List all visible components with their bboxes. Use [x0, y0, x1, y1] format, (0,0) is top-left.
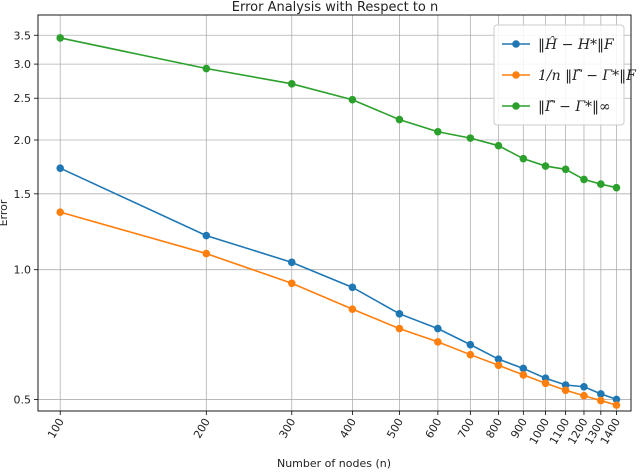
- series-line: [59, 211, 617, 406]
- series-layer: [56, 34, 621, 409]
- data-point: [287, 80, 296, 88]
- data-point: [541, 379, 550, 388]
- data-point: [494, 355, 503, 363]
- y-tick-label: 1.5: [14, 188, 32, 201]
- data-point: [395, 115, 404, 124]
- data-point: [56, 34, 65, 42]
- x-tick-label: 600: [423, 416, 445, 441]
- data-point: [541, 162, 550, 170]
- data-point: [580, 382, 588, 391]
- data-point: [56, 208, 65, 216]
- data-point: [612, 401, 621, 409]
- series-line: [59, 167, 617, 401]
- x-tick-label: 800: [483, 416, 505, 441]
- data-point: [494, 361, 503, 370]
- x-axis-title: Number of nodes (n): [277, 457, 391, 470]
- data-point: [348, 283, 357, 292]
- data-point: [466, 134, 475, 142]
- legend-entry: ‖Ĥ − H*‖F: [502, 35, 615, 53]
- data-point: [612, 395, 621, 404]
- data-point: [395, 324, 404, 333]
- data-point: [202, 249, 211, 258]
- data-point: [434, 127, 442, 136]
- legend-box: [493, 24, 625, 126]
- data-point: [434, 324, 442, 333]
- series-3: [56, 34, 621, 192]
- legend-marker: [512, 102, 520, 110]
- x-axis: 100 200 300 400 500 600 700 800 9001000110012001…: [45, 411, 623, 447]
- data-point: [434, 338, 442, 346]
- data-point: [348, 95, 357, 104]
- legend-entry: 1/n ‖Γ̂ − Γ*‖F: [502, 68, 637, 84]
- data-point: [519, 371, 528, 379]
- legend-marker: [512, 40, 520, 48]
- legend-label: ‖Γ̂ − Γ*‖∞: [538, 99, 611, 115]
- data-point: [56, 164, 65, 173]
- legend: ‖Ĥ − H*‖F 1/n ‖Γ̂ − Γ*‖F ‖Γ̂ − Γ*‖∞: [493, 24, 637, 126]
- y-axis-title: Error: [0, 199, 10, 226]
- chart-title: Error Analysis with Respect to n: [232, 0, 439, 15]
- data-point: [597, 390, 605, 398]
- legend-entry: ‖Γ̂ − Γ*‖∞: [502, 99, 611, 115]
- data-point: [202, 64, 211, 73]
- data-point: [494, 141, 503, 150]
- data-point: [287, 258, 296, 267]
- data-point: [580, 391, 588, 400]
- y-tick-label: 2.0: [14, 134, 32, 147]
- data-point: [519, 154, 528, 163]
- x-tick-label: 200: [191, 416, 213, 441]
- data-point: [597, 180, 605, 188]
- data-point: [561, 386, 570, 395]
- data-point: [202, 231, 211, 240]
- y-axis: 0.5 1.0 1.5 2.0 2.5 3.0 3.5: [14, 29, 38, 406]
- y-tick-label: 1.0: [14, 264, 32, 277]
- data-point: [466, 340, 475, 349]
- data-point: [580, 175, 588, 184]
- data-point: [395, 310, 404, 318]
- data-point: [561, 165, 570, 174]
- x-tick-label: 300: [277, 416, 299, 441]
- plot-frame: [37, 14, 632, 412]
- data-point: [287, 279, 296, 288]
- legend-label: 1/n ‖Γ̂ − Γ*‖F: [538, 68, 637, 84]
- y-tick-label: 0.5: [14, 393, 32, 406]
- x-tick-label: 100: [45, 416, 67, 441]
- data-point: [519, 364, 528, 373]
- y-tick-label: 3.5: [14, 29, 32, 42]
- x-tick-label: 400: [337, 416, 359, 441]
- data-point: [612, 183, 621, 192]
- y-tick-label: 3.0: [14, 58, 32, 71]
- data-point: [348, 305, 357, 313]
- series-2: [56, 208, 621, 409]
- series-1: [56, 164, 621, 404]
- data-point: [597, 396, 605, 405]
- x-tick-label: 500: [384, 416, 406, 441]
- x-tick-label: 900: [508, 416, 530, 441]
- x-tick-label: 700: [455, 416, 477, 441]
- legend-marker: [512, 71, 520, 79]
- data-point: [561, 381, 570, 389]
- data-point: [466, 350, 475, 359]
- legend-label: ‖Ĥ − H*‖F: [538, 35, 615, 53]
- y-tick-label: 2.5: [14, 92, 32, 105]
